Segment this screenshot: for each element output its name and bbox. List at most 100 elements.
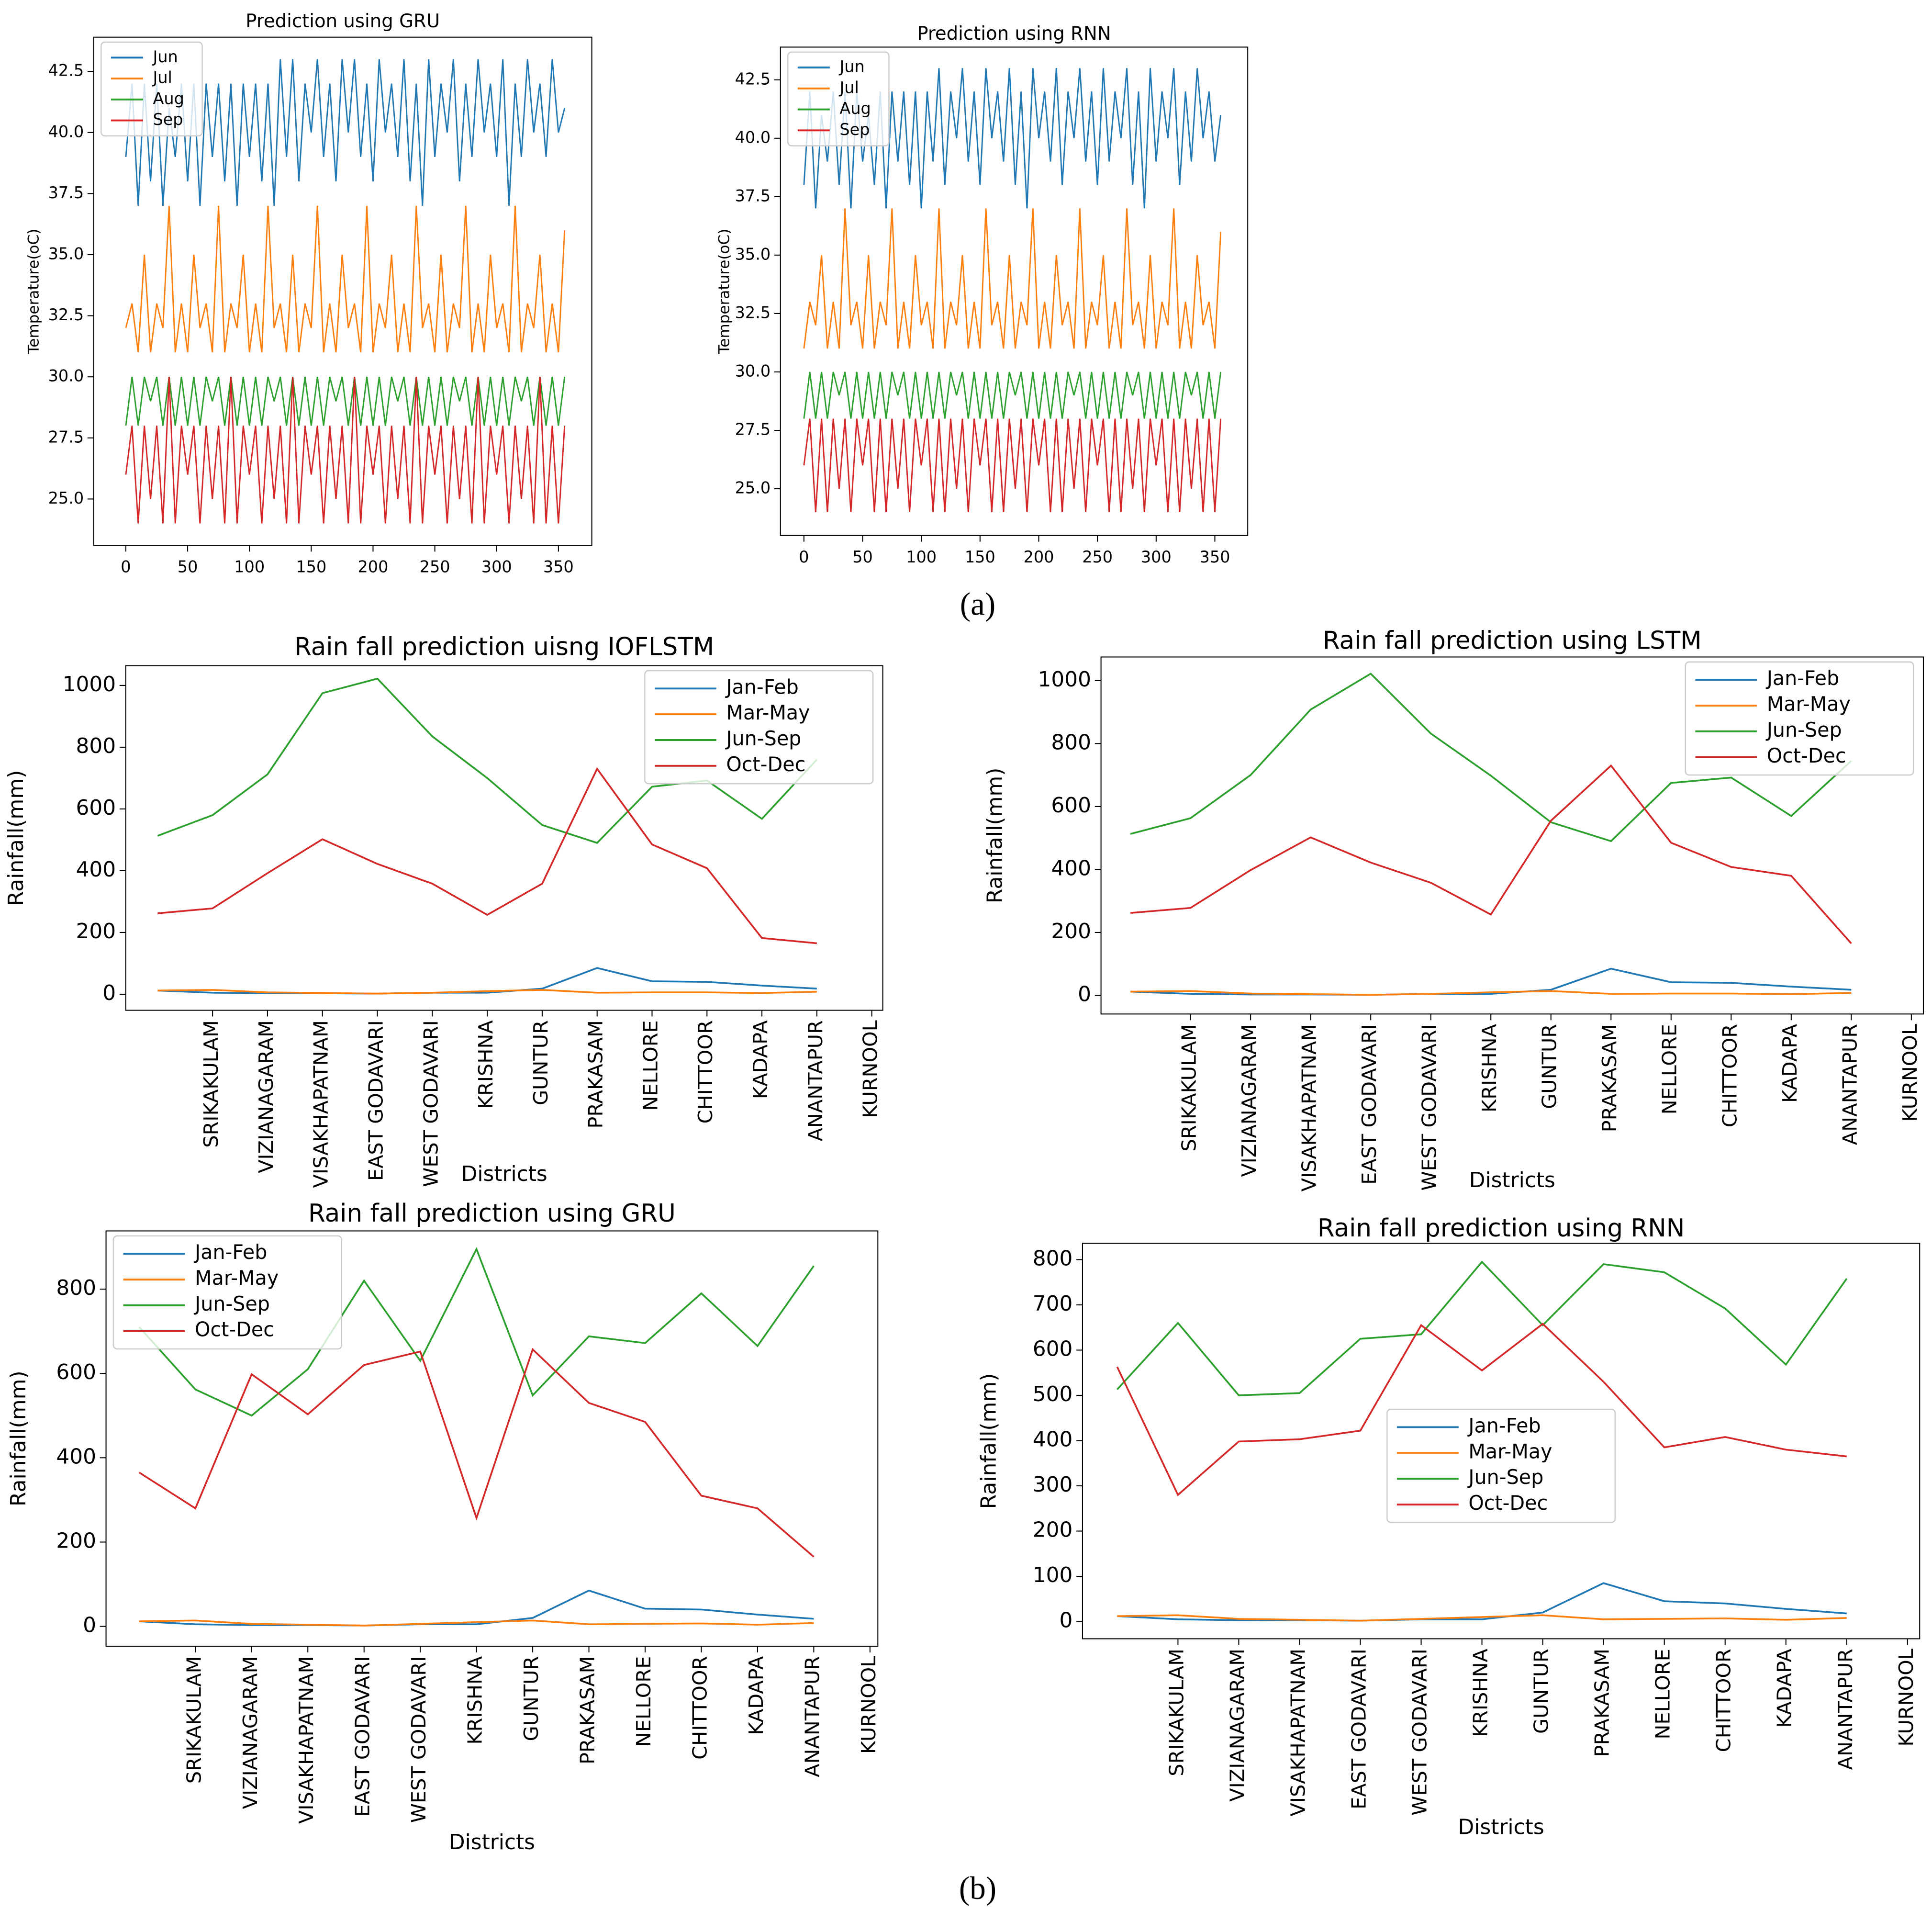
x-tick-label: ANANTAPUR: [801, 1656, 824, 1777]
chart-title: Rain fall prediction uisng IOFLSTM: [294, 632, 714, 661]
series-line: [803, 418, 1222, 512]
y-tick-label: 30.0: [735, 361, 771, 380]
x-tick-label: VIZIANAGARAM: [1226, 1649, 1249, 1802]
legend-label: Mar-May: [195, 1267, 279, 1290]
legend-label: Jun-Sep: [1765, 719, 1842, 741]
x-tick-label: GUNTUR: [520, 1656, 543, 1741]
y-tick-label: 100: [1033, 1563, 1073, 1587]
x-tick-label: KRISHNA: [464, 1656, 487, 1745]
series-line: [138, 1246, 815, 1417]
series-line: [139, 1589, 814, 1627]
y-tick-label: 800: [1051, 730, 1091, 754]
x-tick-label: 350: [543, 557, 574, 576]
legend-label: Jan-Feb: [1467, 1414, 1541, 1437]
series-line: [125, 59, 566, 206]
y-tick-label: 27.5: [735, 420, 771, 438]
x-axis-label: Districts: [1469, 1168, 1555, 1192]
series-line: [1130, 673, 1852, 842]
legend-label: Jun-Sep: [725, 727, 801, 750]
series-line: [1116, 1323, 1847, 1496]
series-line: [1117, 1260, 1848, 1396]
x-tick-label: 250: [1082, 548, 1113, 566]
x-tick-label: 0: [799, 548, 809, 566]
series-line: [803, 208, 1222, 349]
x-tick-label: KADAPA: [749, 1020, 772, 1099]
x-tick-label: 350: [1200, 548, 1230, 566]
x-tick-label: KURNOOL: [1895, 1649, 1918, 1746]
x-tick-label: 300: [1141, 548, 1172, 566]
legend-label: Mar-May: [1468, 1440, 1552, 1463]
chart-title: Rain fall prediction using GRU: [308, 1199, 676, 1228]
x-tick-label: KURNOOL: [859, 1020, 882, 1118]
y-tick-label: 400: [1051, 856, 1091, 880]
series-line: [138, 1348, 815, 1558]
legend-label: Jun-Sep: [193, 1292, 270, 1315]
x-tick-label: 150: [296, 557, 326, 576]
x-tick-label: CHITTOOR: [1712, 1649, 1735, 1752]
x-tick-label: ANANTAPUR: [1834, 1649, 1857, 1770]
chart-title: Rain fall prediction using LSTM: [1323, 626, 1702, 655]
x-tick-label: 100: [234, 557, 265, 576]
x-tick-label: VIZIANAGARAM: [1238, 1024, 1261, 1177]
x-tick-label: EAST GODAVARI: [1358, 1024, 1381, 1185]
x-tick-label: 50: [178, 557, 198, 576]
x-tick-label: EAST GODAVARI: [351, 1656, 374, 1817]
legend-box: [644, 670, 874, 785]
y-tick-label: 200: [1051, 919, 1091, 943]
x-tick-label: VISAKHAPATNAM: [310, 1020, 333, 1188]
y-tick-label: 35.0: [735, 245, 771, 263]
plot-frame: [125, 665, 883, 1011]
y-tick-label: 400: [1033, 1427, 1073, 1451]
series-line: [125, 377, 566, 524]
y-tick-label: 35.0: [48, 244, 84, 263]
x-tick-label: SRIKAKULAM: [1165, 1649, 1188, 1776]
y-tick-label: 0: [102, 981, 116, 1005]
x-tick-label: KADAPA: [1778, 1024, 1801, 1103]
x-tick-label: KADAPA: [1773, 1649, 1796, 1728]
x-tick-label: CHITTOOR: [689, 1656, 712, 1760]
chart-title: Prediction using GRU: [246, 11, 440, 32]
x-tick-label: 0: [121, 557, 131, 576]
y-tick-label: 700: [1033, 1291, 1073, 1316]
series-line: [157, 967, 817, 995]
y-axis-label: Rainfall(mm): [4, 770, 28, 906]
x-tick-label: NELLORE: [1658, 1024, 1681, 1114]
x-tick-label: GUNTUR: [1538, 1024, 1561, 1109]
legend-label: Jan-Feb: [193, 1241, 267, 1264]
x-tick-label: VIZIANAGARAM: [255, 1020, 278, 1173]
x-tick-label: NELLORE: [1652, 1649, 1675, 1739]
y-tick-label: 200: [76, 919, 116, 943]
series-line: [1130, 967, 1852, 996]
x-tick-label: KRISHNA: [1478, 1024, 1501, 1112]
y-tick-label: 25.0: [735, 479, 771, 497]
y-axis-label: Temperature(oC): [715, 229, 733, 355]
x-tick-label: NELLORE: [632, 1656, 655, 1747]
x-tick-label: PRAKASAM: [576, 1656, 599, 1764]
y-axis-label: Rainfall(mm): [6, 1370, 31, 1506]
x-tick-label: GUNTUR: [1530, 1649, 1553, 1734]
x-tick-label: KRISHNA: [474, 1020, 497, 1109]
x-tick-label: 100: [906, 548, 937, 566]
series-line: [1117, 1582, 1847, 1622]
x-tick-label: GUNTUR: [529, 1020, 552, 1105]
y-tick-label: 32.5: [735, 303, 771, 322]
x-tick-label: VIZIANAGARAM: [239, 1656, 262, 1809]
plot-frame: [1100, 656, 1924, 1015]
y-tick-label: 400: [56, 1444, 96, 1469]
legend-label: Jun: [838, 57, 864, 76]
legend-label: Jan-Feb: [725, 675, 798, 698]
legend-label: Mar-May: [726, 701, 810, 724]
legend-label: Oct-Dec: [195, 1318, 274, 1341]
x-tick-label: 250: [420, 557, 450, 576]
x-axis-label: Districts: [461, 1162, 547, 1186]
legend-label: Aug: [153, 89, 184, 108]
legend-label: Mar-May: [1767, 693, 1851, 716]
x-tick-label: EAST GODAVARI: [1348, 1649, 1371, 1809]
y-tick-label: 600: [76, 796, 116, 820]
chart-title: Prediction using RNN: [917, 23, 1111, 45]
x-tick-label: 200: [1024, 548, 1054, 566]
y-tick-label: 400: [76, 857, 116, 882]
x-tick-label: VISAKHAPATNAM: [1298, 1024, 1321, 1191]
legend-label: Oct-Dec: [1767, 744, 1846, 767]
